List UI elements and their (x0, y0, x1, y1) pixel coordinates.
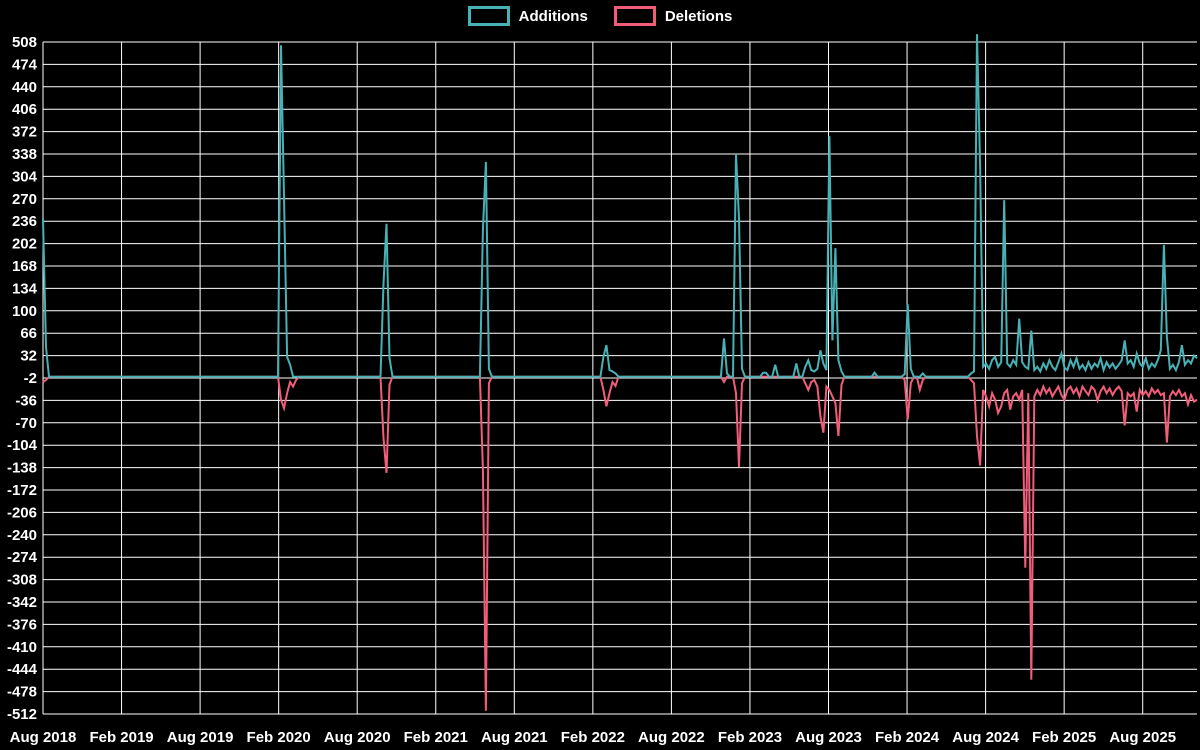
x-tick-label: Feb 2024 (875, 729, 940, 746)
y-tick-label: -410 (7, 639, 37, 656)
x-tick-label: Aug 2021 (481, 729, 548, 746)
y-tick-label: -274 (7, 549, 38, 566)
x-tick-label: Aug 2024 (952, 729, 1019, 746)
y-tick-label: 270 (12, 191, 37, 208)
additions-line (42, 34, 1198, 378)
legend-item-deletions[interactable]: Deletions (613, 6, 733, 26)
x-tick-label: Feb 2025 (1032, 729, 1096, 746)
y-tick-label: -138 (7, 460, 37, 477)
y-tick-label: -444 (7, 661, 38, 678)
y-tick-label: -308 (7, 572, 37, 589)
x-tick-label: Aug 2018 (10, 729, 77, 746)
y-tick-label: -70 (15, 415, 37, 432)
y-tick-label: 508 (12, 34, 37, 51)
y-tick-label: -104 (7, 437, 38, 454)
x-tick-label: Aug 2025 (1109, 729, 1176, 746)
y-tick-label: 338 (12, 146, 37, 163)
y-tick-label: 236 (12, 213, 37, 230)
y-tick-label: 66 (20, 325, 37, 342)
chart-legend: Additions Deletions (0, 6, 1200, 26)
legend-item-additions[interactable]: Additions (467, 6, 588, 26)
y-tick-label: 202 (12, 236, 37, 253)
y-tick-label: -240 (7, 527, 37, 544)
deletions-swatch-icon (613, 6, 656, 26)
y-tick-label: 372 (12, 124, 37, 141)
x-tick-label: Aug 2019 (167, 729, 234, 746)
x-tick-label: Feb 2020 (247, 729, 311, 746)
x-tick-label: Feb 2023 (718, 729, 782, 746)
y-tick-label: 32 (20, 348, 37, 365)
y-tick-label: 440 (12, 79, 37, 96)
y-tick-label: -36 (15, 392, 37, 409)
y-tick-label: 304 (12, 168, 38, 185)
y-tick-label: -172 (7, 482, 37, 499)
y-tick-label: 168 (12, 258, 37, 275)
x-tick-label: Aug 2023 (795, 729, 862, 746)
y-tick-label: -2 (24, 370, 37, 387)
y-tick-label: -206 (7, 504, 37, 521)
y-tick-label: -342 (7, 594, 37, 611)
x-tick-label: Feb 2022 (561, 729, 625, 746)
deletions-line (42, 375, 1198, 711)
x-tick-label: Feb 2021 (404, 729, 468, 746)
y-tick-label: 474 (12, 56, 38, 73)
y-tick-label: 134 (12, 280, 38, 297)
y-tick-label: -376 (7, 616, 37, 633)
x-tick-label: Aug 2020 (324, 729, 391, 746)
legend-label-additions: Additions (518, 7, 588, 25)
y-tick-label: -512 (7, 706, 37, 723)
y-tick-label: 406 (12, 101, 37, 118)
additions-swatch-icon (467, 6, 510, 26)
x-tick-label: Feb 2019 (89, 729, 153, 746)
y-tick-label: 100 (12, 303, 37, 320)
legend-label-deletions: Deletions (664, 7, 733, 25)
y-tick-label: -478 (7, 684, 37, 701)
x-tick-label: Aug 2022 (638, 729, 705, 746)
